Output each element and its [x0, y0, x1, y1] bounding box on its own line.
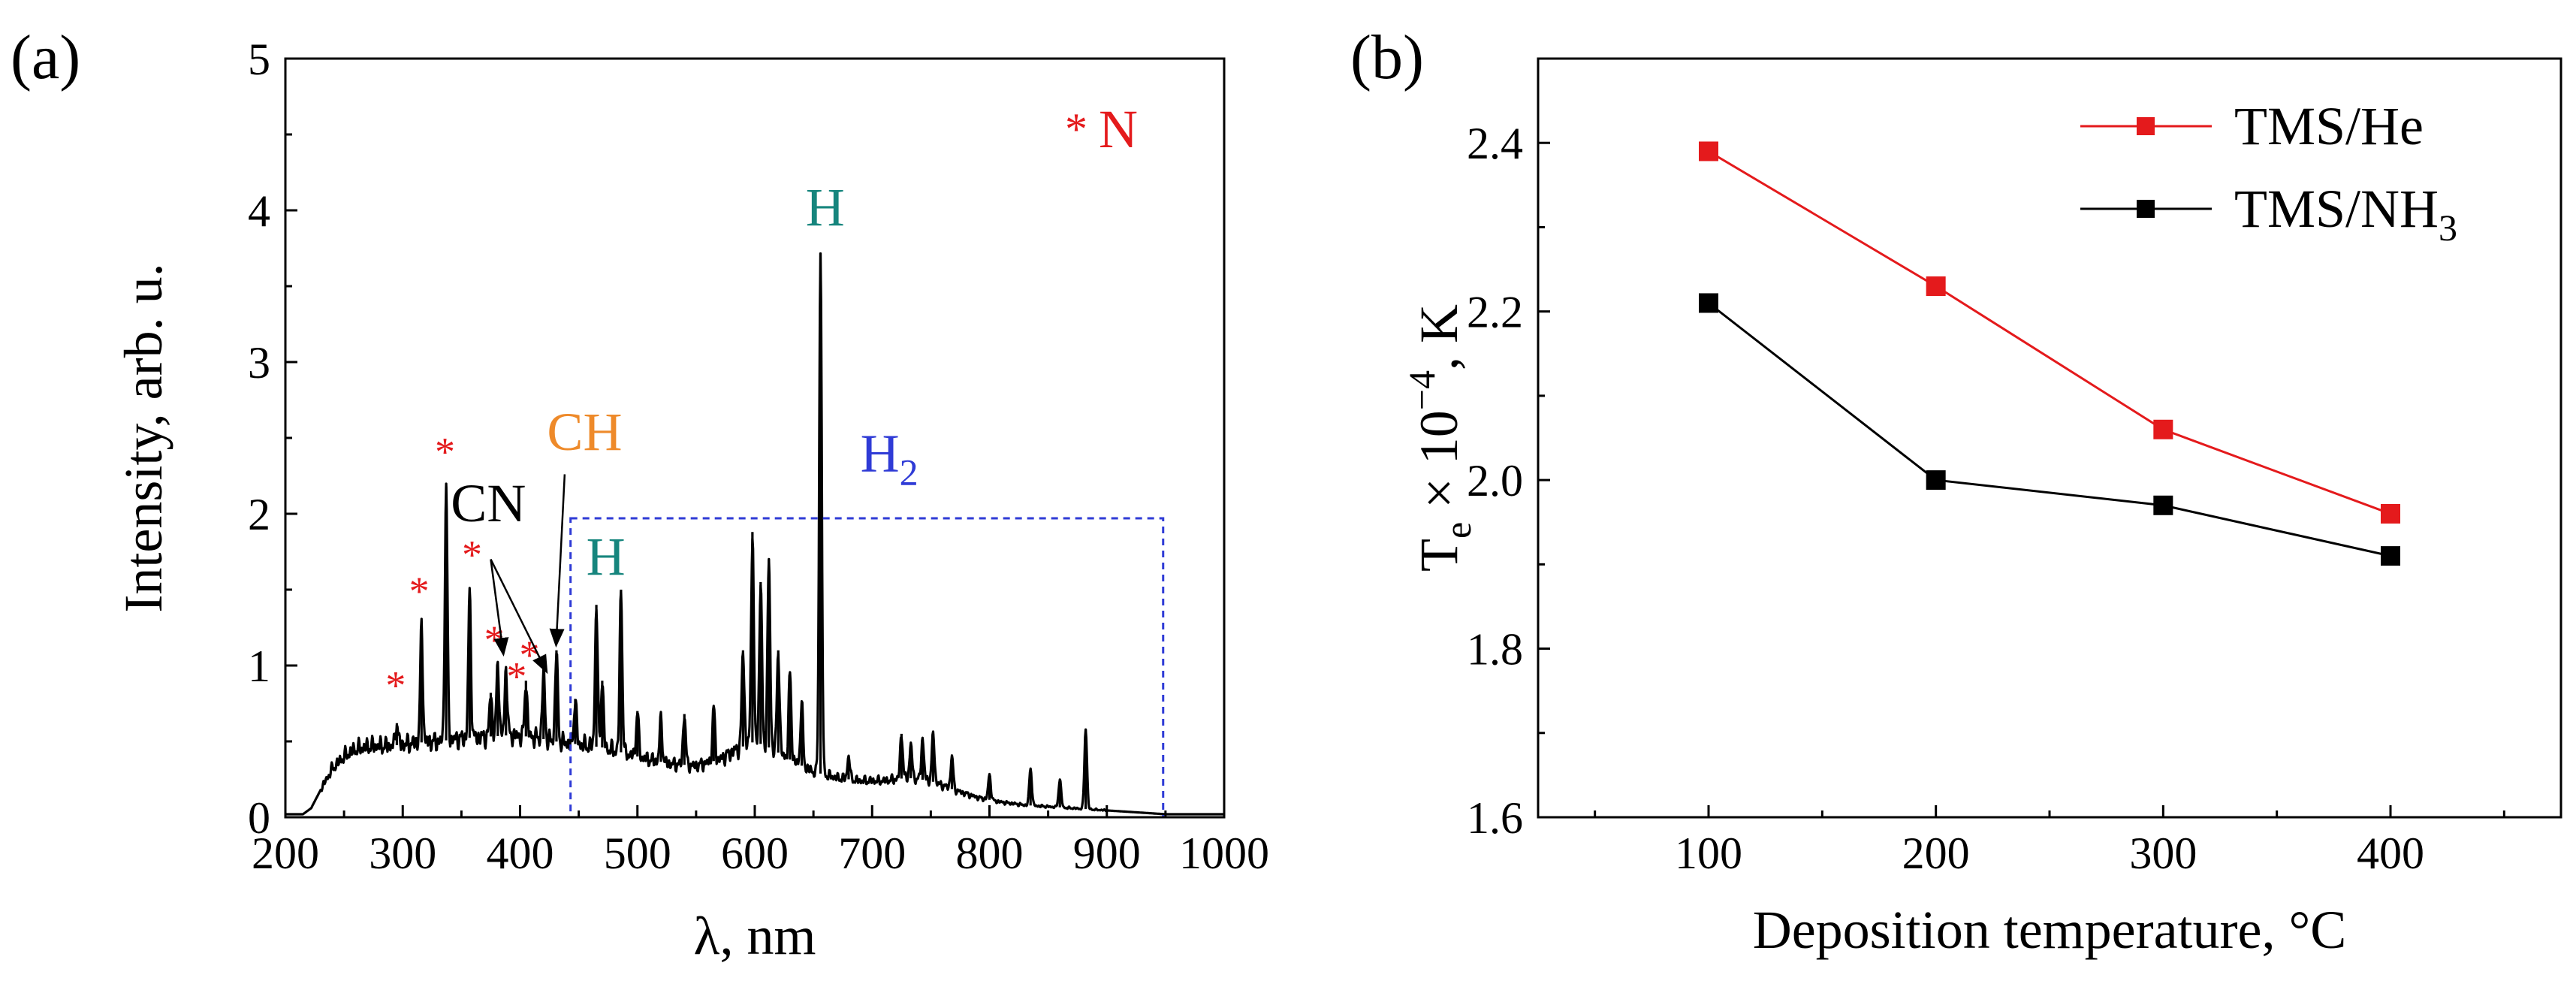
- nitrogen-star-marker: *: [435, 429, 455, 474]
- panel-a-y-axis-label: Intensity, arb. u.: [113, 263, 173, 612]
- series-line-0: [1708, 150, 2391, 515]
- panel-b-label: (b): [1350, 23, 1424, 92]
- legend-label-tms-he: TMS/He: [2234, 96, 2424, 156]
- y-tick-label: 5: [248, 35, 270, 84]
- panel-a-label: (a): [11, 23, 80, 92]
- species-label: H: [806, 177, 845, 237]
- panel-a-legend-note: * N: [1065, 99, 1138, 159]
- species-label: H: [587, 527, 626, 587]
- y-tick-label: 4: [248, 186, 270, 236]
- annotation-arrow: [549, 474, 566, 648]
- panel-b-x-axis-label: Deposition temperature, °C: [1753, 900, 2347, 960]
- panel-a: (a) H2 200 300 400 500 600 700 800 900 1000 0 1 2 3 4…: [11, 23, 1269, 966]
- y-tick-label: 1.6: [1467, 793, 1523, 843]
- x-tick-label: 600: [721, 829, 789, 878]
- series-line-1: [1708, 302, 2391, 557]
- x-tick-label: 400: [2357, 829, 2424, 878]
- x-tick-label: 200: [252, 829, 319, 878]
- x-tick-label: 200: [1902, 829, 1970, 878]
- data-point: [2153, 495, 2173, 515]
- h2-region-box: [569, 517, 1165, 819]
- x-tick-label: 100: [1675, 829, 1742, 878]
- panel-b-y-axis-label: Te × 10−4, K: [1401, 304, 1479, 572]
- data-point: [2153, 419, 2173, 439]
- x-tick-label: 800: [956, 829, 1024, 878]
- legend-note-species: N: [1099, 99, 1138, 159]
- panel-b-legend: TMS/He TMS/NH3: [2080, 96, 2457, 249]
- data-point: [1926, 470, 1946, 490]
- nitrogen-star-marker: *: [409, 569, 430, 614]
- y-tick-label: 2.4: [1467, 119, 1523, 168]
- data-point: [2381, 504, 2400, 524]
- panel-a-x-axis-label: λ, nm: [694, 906, 816, 966]
- panel-b-axes-frame: [1537, 57, 2562, 819]
- legend-marker-tms-he: [2137, 117, 2155, 135]
- y-tick-label: 3: [248, 338, 270, 388]
- annotation-arrow: [490, 559, 548, 675]
- species-label: CN: [451, 473, 526, 533]
- nitrogen-star-marker: *: [506, 653, 526, 699]
- x-tick-label: 300: [369, 829, 436, 878]
- y-tick-label: 1: [248, 641, 270, 691]
- annotation-arrow: [490, 559, 509, 657]
- data-point: [1699, 293, 1718, 313]
- spectrum-line: [285, 252, 1225, 816]
- x-tick-label: 400: [487, 829, 554, 878]
- x-tick-label: 500: [604, 829, 671, 878]
- x-tick-label: 900: [1073, 829, 1141, 878]
- data-point: [1699, 141, 1718, 161]
- y-tick-label: 2.0: [1467, 456, 1523, 506]
- legend-marker-tms-nh3: [2137, 200, 2155, 218]
- y-tick-label: 0: [248, 793, 270, 843]
- legend-label-tms-nh3: TMS/NH3: [2234, 179, 2457, 249]
- y-tick-label: 2: [248, 490, 270, 539]
- x-tick-label: 300: [2129, 829, 2197, 878]
- nitrogen-star-marker: *: [462, 533, 482, 578]
- x-tick-label: 1000: [1179, 829, 1269, 878]
- data-point: [2381, 546, 2400, 566]
- panel-b: (b) 100 200 300 400 1.6 1.8 2.0 2.2 2.4 Depositi…: [1350, 23, 2562, 960]
- legend-note-star: *: [1065, 104, 1087, 154]
- data-point: [1926, 276, 1946, 296]
- species-label: CH: [547, 402, 622, 462]
- nitrogen-star-marker: *: [385, 663, 406, 708]
- y-tick-label: 1.8: [1467, 625, 1523, 675]
- x-tick-label: 700: [838, 829, 906, 878]
- h2-region-label: H2: [861, 423, 918, 493]
- y-tick-label: 2.2: [1467, 288, 1523, 337]
